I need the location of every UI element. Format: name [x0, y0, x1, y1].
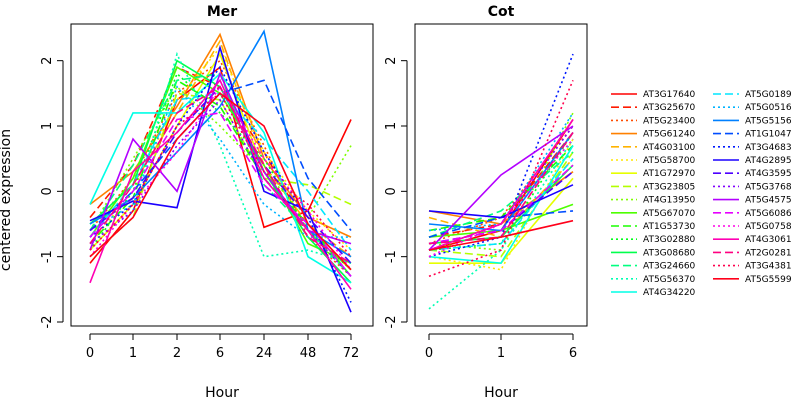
x-tick-label: 72 [343, 346, 360, 361]
series-line-at5g5599 [428, 219, 574, 251]
x-tick-label: 2 [173, 346, 181, 361]
legend-label: AT5G23400 [643, 116, 696, 126]
series-line-at5g56370 [89, 51, 352, 264]
x-axis: 0 1 6 [425, 333, 577, 361]
legend-label: AT4G13950 [643, 196, 696, 206]
series-line-at5g0516 [89, 85, 351, 238]
x-tick-label: 1 [497, 346, 505, 361]
series-line-at1g53730 [89, 79, 352, 277]
series-line-at4g2895 [428, 184, 574, 219]
legend-label: AT4G2895 [745, 156, 792, 166]
legend-label: AT5G4575 [745, 196, 792, 206]
legend-label: AT5G3768 [745, 182, 792, 192]
y-tick-label: -1 [40, 250, 55, 263]
series-line-at3g02880 [89, 72, 352, 271]
series-line-at5g6086 [89, 112, 352, 277]
y-tick-label: -1 [384, 250, 399, 263]
plot-frame [70, 23, 374, 327]
series-line-at5g0516 [428, 112, 574, 232]
y-tick-label: -2 [40, 316, 55, 329]
series-line-at1g1047 [89, 79, 352, 232]
legend-label: AT3G25670 [643, 103, 696, 113]
panel-mer: Mer 0 1 2 6 24 48 72 -2 -1 0 1 2 Hour [40, 4, 374, 400]
plot-frame [414, 23, 588, 327]
legend-label: AT3G24660 [643, 262, 696, 272]
legend: AT3G17640 AT3G25670 AT5G23400 AT5G61240 AT4G… [611, 90, 792, 298]
y-tick-label: 0 [40, 187, 55, 195]
y-tick-label: 1 [384, 122, 399, 130]
series-layer [89, 29, 352, 313]
series-line-at3g24660 [428, 151, 574, 238]
legend-label: AT4G3595 [745, 169, 792, 179]
legend-label: AT3G08680 [643, 248, 696, 258]
series-line-at4g3061 [89, 78, 352, 290]
x-tick-label: 6 [569, 346, 577, 361]
series-line-at5g5156 [89, 29, 352, 258]
series-line-at5g0758 [89, 85, 352, 271]
x-tick-label: 24 [256, 346, 273, 361]
series-line-at2g0281 [89, 85, 352, 264]
x-tick-label: 48 [300, 346, 317, 361]
legend-label: AT3G02880 [643, 235, 696, 245]
x-tick-label: 0 [86, 346, 94, 361]
legend-label: AT1G72970 [643, 169, 696, 179]
series-line-at3g4381 [428, 79, 574, 278]
x-tick-label: 1 [129, 346, 137, 361]
legend-label: AT4G34220 [643, 288, 696, 298]
series-line-at3g02880 [428, 132, 574, 251]
series-line-at5g56370 [428, 138, 574, 310]
legend-label: AT5G5599 [745, 275, 792, 285]
series-line-at5g4575 [428, 125, 574, 251]
legend-label: AT5G0758 [745, 222, 792, 232]
x-axis: 0 1 2 6 24 48 72 [86, 333, 360, 361]
y-tick-label: 0 [384, 187, 399, 195]
panel-cot: Cot 0 1 6 -2 -1 0 1 2 Hour [384, 4, 588, 400]
legend-label: AT1G53730 [643, 222, 696, 232]
y-tick-label: 2 [384, 57, 399, 65]
series-line-at5g5599 [89, 92, 352, 271]
legend-label: AT3G4381 [745, 262, 792, 272]
series-line-at3g4683 [428, 53, 574, 258]
legend-label: AT5G67070 [643, 209, 696, 219]
legend-label: AT5G56370 [643, 275, 696, 285]
y-tick-label: 1 [40, 122, 55, 130]
y-axis: -2 -1 0 1 2 [40, 57, 64, 329]
x-axis-label: Hour [484, 385, 518, 400]
y-axis-label: centered expression [0, 129, 14, 271]
legend-label: AT5G5156 [745, 116, 792, 126]
legend-label: AT5G0516 [745, 103, 792, 113]
y-tick-label: 2 [40, 57, 55, 65]
legend-label: AT3G4683 [745, 143, 792, 153]
legend-label: AT3G17640 [643, 90, 696, 100]
panel-title: Cot [488, 4, 515, 20]
legend-label: AT5G58700 [643, 156, 696, 166]
legend-label: AT4G3061 [745, 235, 792, 245]
panel-title: Mer [207, 4, 237, 20]
series-line-at5g3768 [89, 98, 352, 277]
series-line-at4g13950 [89, 85, 352, 231]
legend-label: AT3G23805 [643, 182, 695, 192]
x-tick-label: 0 [425, 346, 433, 361]
legend-label: AT4G03100 [643, 143, 696, 153]
x-tick-label: 6 [216, 346, 224, 361]
series-line-at4g13950 [428, 112, 574, 251]
y-tick-label: -2 [384, 316, 399, 329]
legend-label: AT5G6086 [745, 209, 792, 219]
series-layer [428, 53, 574, 310]
series-line-at5g67070 [428, 203, 574, 238]
series-line-at4g34220 [428, 145, 574, 265]
legend-label: AT1G1047 [745, 130, 792, 140]
y-axis: -2 -1 0 1 2 [384, 57, 408, 329]
legend-label: AT5G61240 [643, 130, 696, 140]
series-line-at5g6086 [428, 164, 574, 245]
legend-label: AT5G0189 [745, 90, 792, 100]
legend-label: AT2G0281 [745, 248, 792, 258]
x-axis-label: Hour [205, 385, 239, 400]
